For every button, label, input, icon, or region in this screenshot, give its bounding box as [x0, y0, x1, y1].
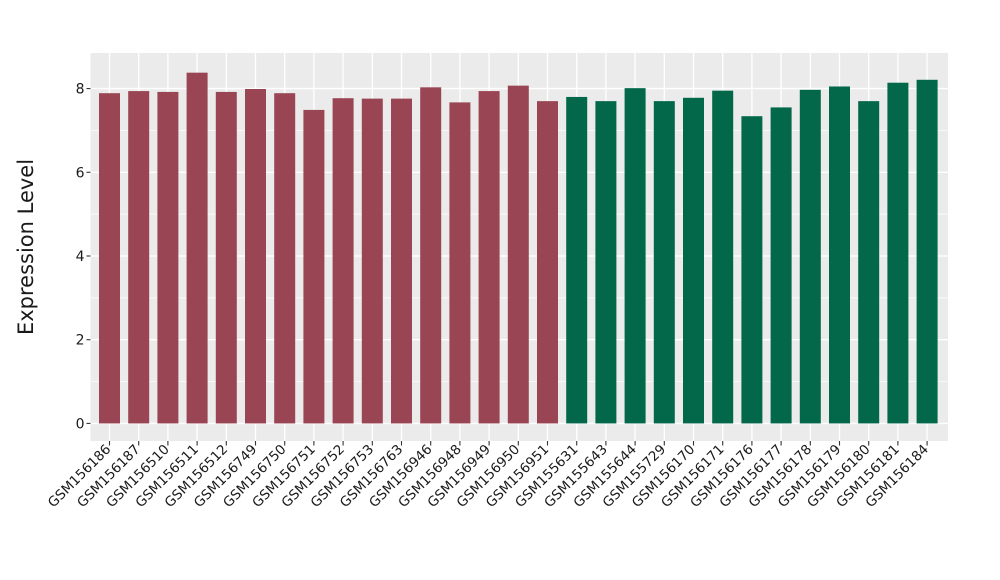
bar	[566, 96, 588, 424]
y-tick-label: 8	[76, 82, 85, 98]
bar	[683, 97, 704, 424]
bar	[712, 90, 734, 424]
bar	[887, 82, 909, 424]
y-tick-label: 0	[76, 416, 85, 432]
bar	[858, 101, 880, 424]
bar	[449, 102, 471, 424]
bar	[157, 91, 179, 424]
bar	[507, 85, 529, 424]
bar	[916, 79, 938, 424]
bar	[245, 88, 266, 424]
bar	[537, 101, 558, 424]
bar	[274, 93, 296, 424]
bar	[391, 98, 412, 424]
bar	[478, 91, 500, 424]
bar	[741, 116, 763, 424]
bar	[128, 91, 150, 424]
bar	[332, 98, 354, 424]
bar	[99, 93, 120, 424]
y-tick-label: 2	[76, 333, 85, 349]
bar	[624, 88, 646, 424]
bar	[420, 87, 442, 424]
bar	[595, 101, 617, 424]
y-tick-label: 4	[76, 249, 85, 265]
bar	[770, 107, 792, 424]
bar	[303, 109, 325, 424]
bar	[829, 86, 850, 424]
bar	[186, 72, 208, 424]
bar	[653, 101, 675, 424]
y-tick-label: 6	[76, 165, 85, 181]
bar	[799, 89, 821, 424]
bar	[215, 91, 237, 424]
bar	[361, 98, 383, 424]
y-axis-title: Expression Level	[14, 159, 38, 335]
